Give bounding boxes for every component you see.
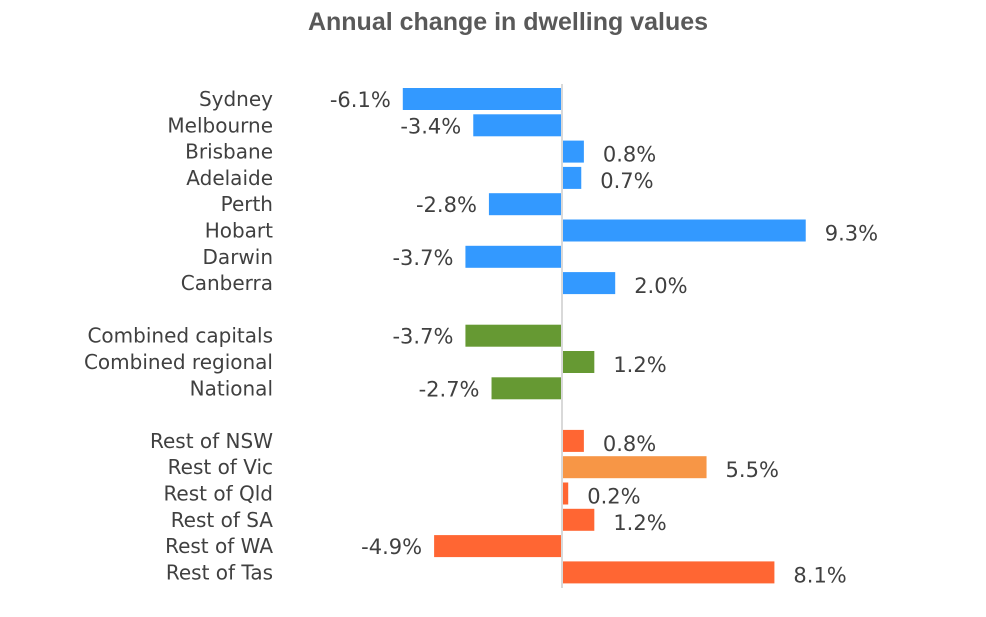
data-label: 0.7% bbox=[600, 169, 653, 193]
bar bbox=[563, 456, 707, 479]
data-label: -3.4% bbox=[400, 114, 461, 138]
category-label: Rest of WA bbox=[165, 534, 273, 558]
data-label: 0.8% bbox=[603, 432, 656, 456]
category-label: Canberra bbox=[181, 271, 273, 295]
category-label: Melbourne bbox=[167, 113, 273, 137]
chart-title: Annual change in dwelling values bbox=[307, 8, 709, 36]
data-label: -3.7% bbox=[392, 325, 453, 349]
data-label: 9.3% bbox=[825, 222, 878, 246]
category-label: Rest of SA bbox=[171, 508, 274, 532]
bar bbox=[402, 88, 562, 110]
bar bbox=[434, 535, 562, 558]
data-label: -6.1% bbox=[330, 88, 391, 112]
bar bbox=[563, 166, 582, 189]
data-label: 1.2% bbox=[613, 511, 666, 535]
data-label: 2.0% bbox=[634, 274, 687, 298]
bar bbox=[563, 482, 569, 505]
bar bbox=[488, 193, 562, 216]
category-label: Darwin bbox=[203, 245, 273, 269]
bar bbox=[563, 561, 775, 584]
bar bbox=[563, 351, 595, 373]
data-label: 5.5% bbox=[726, 458, 779, 482]
category-label: Hobart bbox=[205, 219, 273, 243]
bar bbox=[563, 140, 584, 163]
category-label: National bbox=[190, 376, 273, 400]
category-label: Adelaide bbox=[186, 166, 273, 190]
bar bbox=[563, 508, 595, 531]
bar bbox=[563, 219, 806, 242]
data-label: -2.8% bbox=[416, 193, 477, 217]
data-label: 0.2% bbox=[587, 485, 640, 509]
category-label: Perth bbox=[221, 192, 273, 216]
bar bbox=[473, 114, 562, 137]
category-label: Combined capitals bbox=[87, 324, 273, 348]
bar bbox=[563, 429, 584, 452]
category-label: Sydney bbox=[199, 87, 273, 111]
data-label: -3.7% bbox=[392, 246, 453, 270]
category-label: Combined regional bbox=[84, 350, 273, 374]
category-label: Rest of Vic bbox=[168, 455, 273, 479]
bar bbox=[563, 272, 616, 295]
data-label: 0.8% bbox=[603, 143, 656, 167]
bar bbox=[491, 377, 562, 400]
category-label: Brisbane bbox=[185, 140, 273, 164]
data-label: -2.7% bbox=[419, 377, 480, 401]
data-label: 1.2% bbox=[613, 353, 666, 377]
category-label: Rest of NSW bbox=[150, 429, 273, 453]
data-label: -4.9% bbox=[361, 535, 422, 559]
category-label: Rest of Qld bbox=[163, 482, 273, 506]
category-label: Rest of Tas bbox=[166, 560, 273, 584]
bar bbox=[465, 245, 562, 268]
bar bbox=[465, 324, 562, 347]
data-label: 8.1% bbox=[793, 563, 846, 587]
